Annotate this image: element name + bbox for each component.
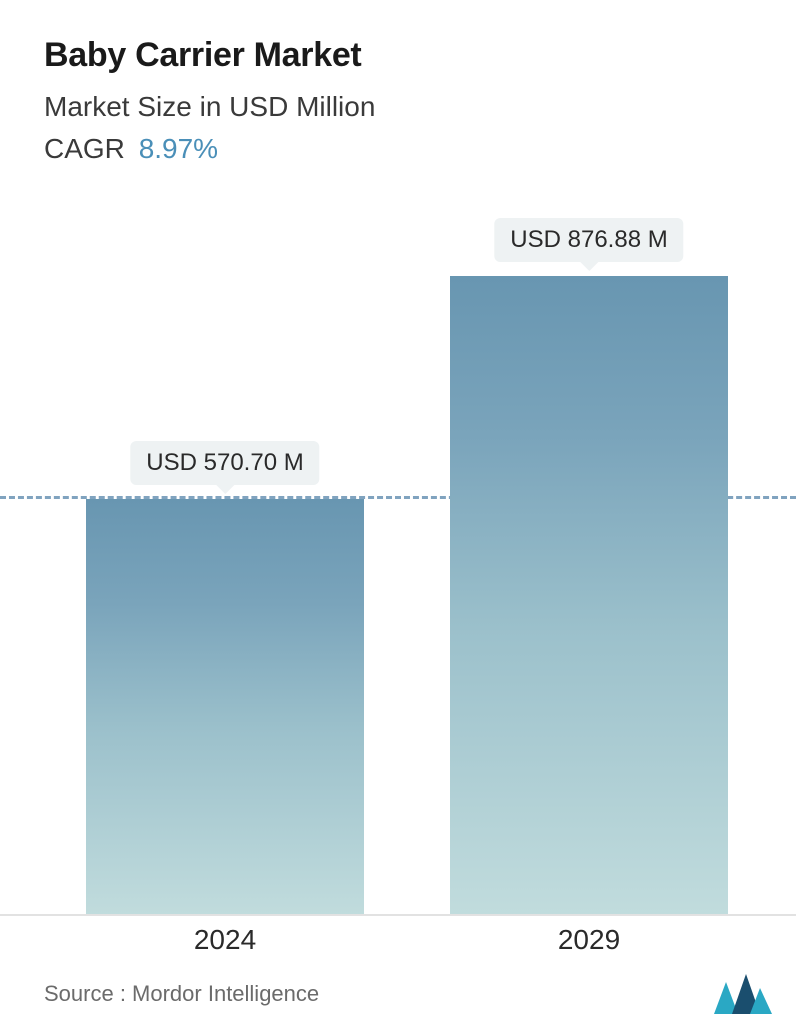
bar-2029: USD 876.88 M	[450, 276, 728, 916]
bar-2024: USD 570.70 M	[86, 499, 364, 916]
x-label-2024: 2024	[194, 924, 256, 956]
cagr-label: CAGR	[44, 133, 125, 164]
bar-fill	[450, 276, 728, 916]
cagr-row: CAGR 8.97%	[44, 133, 752, 165]
value-label-2029: USD 876.88 M	[494, 218, 683, 262]
value-label-2024: USD 570.70 M	[130, 441, 319, 485]
chart-footer: Source : Mordor Intelligence	[44, 974, 772, 1014]
x-axis-labels: 2024 2029	[0, 924, 796, 974]
x-label-2029: 2029	[558, 924, 620, 956]
chart-title: Baby Carrier Market	[44, 36, 752, 75]
mordor-logo-icon	[714, 974, 772, 1014]
source-text: Source : Mordor Intelligence	[44, 981, 319, 1007]
bar-fill	[86, 499, 364, 916]
cagr-value: 8.97%	[139, 133, 218, 164]
chart-subtitle: Market Size in USD Million	[44, 91, 752, 123]
chart-header: Baby Carrier Market Market Size in USD M…	[0, 0, 796, 165]
x-axis-baseline	[0, 914, 796, 916]
chart-plot-area: USD 570.70 M USD 876.88 M	[0, 216, 796, 916]
